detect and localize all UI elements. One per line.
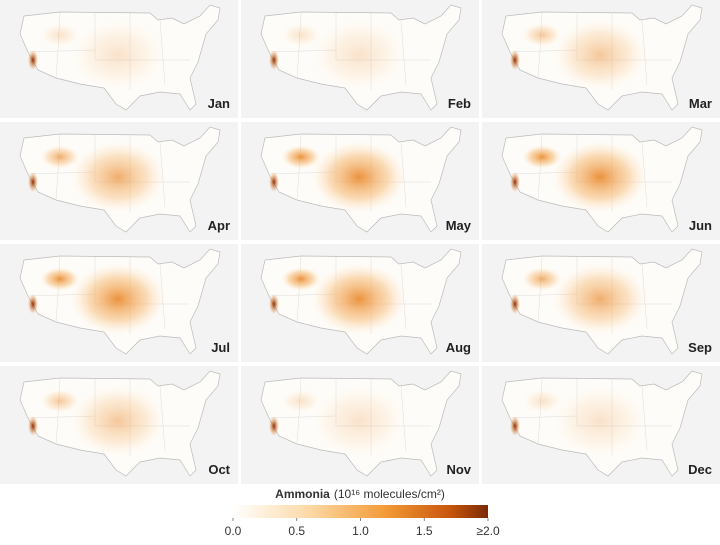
hotspot [281,267,321,291]
hotspot [522,145,562,169]
hotspot [552,385,648,457]
hotspot [522,389,562,413]
hotspot [311,385,407,457]
california-hotspot [510,294,520,314]
map-panel: Aug [241,244,479,362]
hotspot [40,389,80,413]
california-hotspot [28,50,38,70]
colorbar-tick-label: 1.5 [416,524,433,538]
hotspot [40,267,80,291]
hotspot [281,23,321,47]
hotspot [552,263,648,335]
hotspot [40,23,80,47]
hotspot [70,263,166,335]
hotspot [552,19,648,91]
hotspot [281,145,321,169]
colorbar-tick-label: 1.0 [352,524,369,538]
map-panel: Jun [482,122,720,240]
month-label: May [446,218,472,233]
colorbar-ramp [233,505,488,518]
hotspot [311,263,407,335]
colorbar: Ammonia (10¹⁶ molecules/cm²) 0.0 0.5 1.0 1.5… [225,487,500,538]
panel-grid: Jan Feb Mar Apr May Jun Jul Aug Sep Oct Nov Dec [0,0,720,484]
month-label: Jun [689,218,712,233]
colorbar-tick-label: ≥2.0 [476,524,500,538]
hotspot [522,23,562,47]
map-panel: Feb [241,0,479,118]
colorbar-tick-label: 0.5 [288,524,305,538]
california-hotspot [28,172,38,192]
california-hotspot [269,172,279,192]
month-label: Mar [689,96,712,111]
map-panel: Jan [0,0,238,118]
hotspot [70,19,166,91]
colorbar-tick-label: 0.0 [225,524,242,538]
month-label: Sep [688,340,712,355]
california-hotspot [28,294,38,314]
month-label: Nov [446,462,471,477]
month-label: Feb [448,96,471,111]
month-label: Oct [208,462,230,477]
hotspot [281,389,321,413]
california-hotspot [28,416,38,436]
hotspot [70,385,166,457]
hotspot [311,141,407,213]
month-label: Aug [446,340,471,355]
map-panel: Dec [482,366,720,484]
hotspot [311,19,407,91]
california-hotspot [269,50,279,70]
california-hotspot [510,50,520,70]
hotspot [522,267,562,291]
map-panel: Mar [482,0,720,118]
hotspot [552,141,648,213]
colorbar-title: Ammonia (10¹⁶ molecules/cm²) [275,487,445,501]
month-label: Jul [211,340,230,355]
map-panel: Sep [482,244,720,362]
map-panel: Oct [0,366,238,484]
map-panel: Nov [241,366,479,484]
map-panel: Apr [0,122,238,240]
california-hotspot [510,416,520,436]
california-hotspot [510,172,520,192]
month-label: Jan [208,96,230,111]
california-hotspot [269,416,279,436]
month-label: Apr [208,218,230,233]
colorbar-name: Ammonia [275,487,330,501]
hotspot [40,145,80,169]
month-label: Dec [688,462,712,477]
california-hotspot [269,294,279,314]
map-panel: Jul [0,244,238,362]
map-panel: May [241,122,479,240]
hotspot [70,141,166,213]
colorbar-unit: (10¹⁶ molecules/cm²) [334,487,445,501]
